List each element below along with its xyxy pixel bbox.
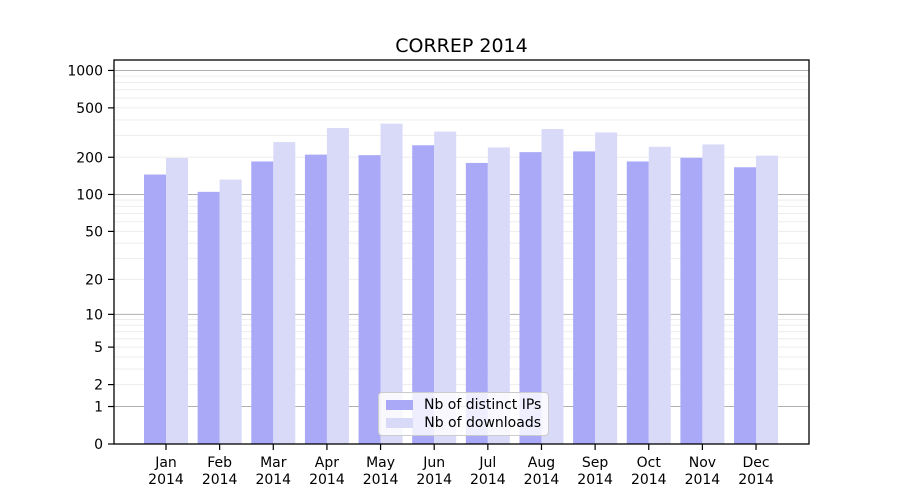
bar-downloads (756, 155, 779, 445)
plot-frame (113, 59, 810, 445)
bar-distinct-ips (465, 162, 488, 445)
bar-downloads (380, 123, 403, 444)
bar-distinct-ips (412, 145, 435, 445)
x-tick-label-month: May (366, 455, 395, 471)
y-tick-label: 0 (94, 437, 103, 453)
x-tick-label-month: Nov (689, 455, 716, 471)
x-tick-label-month: Jan (154, 455, 177, 471)
bar-downloads (702, 144, 725, 444)
legend: Nb of distinct IPs Nb of downloads (378, 392, 549, 436)
x-tick-label-month: Mar (260, 455, 287, 471)
bar-downloads (326, 128, 349, 445)
y-tick-label: 10 (85, 307, 103, 323)
bar-downloads (273, 142, 296, 444)
x-tick-label-month: Jun (422, 455, 445, 471)
legend-item-downloads: Nb of downloads (386, 415, 541, 431)
bar-distinct-ips (358, 155, 381, 444)
y-tick-label: 500 (76, 101, 103, 117)
x-tick-label-year: 2014 (631, 472, 667, 488)
y-tick-label: 20 (85, 272, 103, 288)
x-tick-label-year: 2014 (470, 472, 506, 488)
x-tick-label-month: Sep (582, 455, 609, 471)
x-tick-label-month: Apr (315, 455, 339, 471)
x-tick-label-year: 2014 (416, 472, 452, 488)
bar-downloads (541, 128, 564, 444)
bar-distinct-ips (304, 154, 327, 444)
legend-label-downloads: Nb of downloads (424, 415, 541, 431)
y-tick-label: 5 (94, 340, 103, 356)
y-tick-label: 2 (94, 378, 103, 394)
bar-distinct-ips (573, 151, 596, 445)
bar-distinct-ips (626, 161, 649, 445)
bar-distinct-ips (519, 152, 542, 444)
y-tick-label: 200 (76, 150, 103, 166)
chart-title: CORREP 2014 (395, 35, 528, 57)
x-tick-label-year: 2014 (148, 472, 184, 488)
x-tick-label-year: 2014 (685, 472, 721, 488)
x-tick-label-year: 2014 (202, 472, 238, 488)
x-tick-label-month: Jul (478, 455, 496, 471)
x-tick-label-year: 2014 (363, 472, 399, 488)
x-tick-label-year: 2014 (255, 472, 291, 488)
legend-swatch-distinct-ips (386, 400, 413, 410)
x-tick-label-month: Aug (528, 455, 555, 471)
bar-downloads (434, 131, 457, 444)
y-tick-label: 1000 (67, 63, 103, 79)
bar-downloads (166, 158, 188, 444)
bar-distinct-ips (680, 157, 703, 444)
bar-distinct-ips (251, 161, 274, 445)
bar-distinct-ips (144, 174, 166, 444)
bar-downloads (595, 132, 618, 445)
y-tick-label: 100 (76, 187, 103, 203)
x-tick-label-year: 2014 (309, 472, 345, 488)
bar-downloads (487, 147, 510, 444)
x-tick-label-year: 2014 (524, 472, 560, 488)
legend-swatch-downloads (386, 418, 413, 428)
bar-downloads (648, 146, 671, 445)
legend-item-distinct-ips: Nb of distinct IPs (386, 397, 541, 413)
y-tick-label: 1 (94, 400, 103, 416)
x-tick-label-month: Feb (207, 455, 232, 471)
bar-downloads (219, 179, 242, 444)
x-tick-label-year: 2014 (577, 472, 613, 488)
x-tick-label-month: Dec (742, 455, 769, 471)
bar-distinct-ips (734, 167, 757, 445)
x-tick-label-month: Oct (637, 455, 662, 471)
y-tick-label: 50 (85, 224, 103, 240)
legend-label-distinct-ips: Nb of distinct IPs (424, 397, 542, 413)
x-tick-label-year: 2014 (738, 472, 774, 488)
bar-distinct-ips (197, 191, 220, 444)
